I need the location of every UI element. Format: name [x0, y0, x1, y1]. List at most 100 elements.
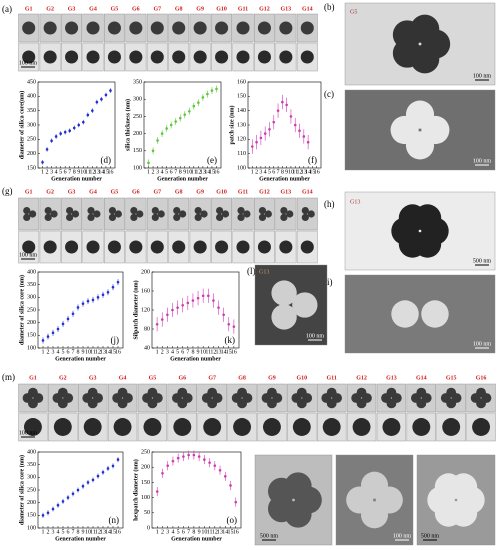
- plot-frame: [143, 81, 222, 169]
- data-point: [187, 109, 191, 113]
- data-point: [222, 313, 225, 317]
- x-tick-label: 13: [301, 169, 307, 175]
- particle: [301, 207, 309, 215]
- data-point: [181, 303, 185, 307]
- x-tick-label: 10: [201, 529, 207, 535]
- micrograph: [18, 197, 40, 231]
- particle: [136, 210, 144, 218]
- x-tick-label: 13: [100, 529, 106, 535]
- y-tick-label: 250: [141, 449, 150, 455]
- data-point: [293, 123, 297, 127]
- x-tick-label: 16: [213, 169, 219, 175]
- x-tick-label: 14: [105, 349, 111, 355]
- x-tick-label: 5: [176, 349, 179, 355]
- data-point: [285, 103, 288, 107]
- x-tick-label: 16: [233, 529, 239, 535]
- particle: [57, 387, 68, 398]
- x-tick-label: 8: [77, 349, 80, 355]
- particle: [207, 387, 218, 398]
- data-point: [46, 511, 50, 515]
- generation-label: G12: [356, 375, 367, 381]
- x-tick-label: 13: [200, 169, 206, 175]
- x-tick-label: 6: [182, 529, 185, 535]
- x-tick-label: 5: [62, 529, 65, 535]
- particle: [405, 100, 435, 129]
- particle: [130, 213, 138, 221]
- y-tick-label: 150: [27, 165, 36, 171]
- x-tick-label: 9: [285, 169, 288, 175]
- data-point: [161, 471, 164, 475]
- micrograph: [48, 412, 78, 442]
- chart-label: (e): [207, 155, 217, 165]
- y-tick-label: 200: [141, 269, 150, 275]
- x-axis-label: Generation number: [171, 536, 222, 542]
- particle: [86, 240, 100, 254]
- generation-label: G11: [238, 6, 248, 12]
- data-point: [66, 496, 70, 499]
- y-tick-label: 250: [27, 487, 36, 493]
- y-tick-label: 300: [27, 295, 36, 301]
- x-tick-label: 4: [55, 169, 58, 175]
- data-point: [147, 161, 150, 165]
- generation-label: G3: [68, 189, 76, 195]
- panel-label: (g): [2, 186, 13, 196]
- scale-label: 100 nm: [19, 430, 38, 436]
- y-tick-label: 300: [27, 475, 36, 481]
- particle: [173, 213, 181, 221]
- data-point: [41, 514, 45, 517]
- particle: [87, 213, 95, 221]
- particle: [53, 418, 72, 436]
- particle: [267, 387, 277, 398]
- particle: [352, 418, 371, 436]
- particle: [87, 207, 95, 215]
- particle: [237, 207, 245, 215]
- x-tick-label: 16: [115, 349, 121, 355]
- x-tick-label: 5: [59, 169, 62, 175]
- data-point: [71, 492, 75, 496]
- particle: [300, 50, 314, 64]
- x-tick-label: 4: [171, 349, 174, 355]
- x-tick-label: 4: [161, 169, 164, 175]
- chart-label: (n): [109, 515, 120, 525]
- particle: [66, 207, 74, 215]
- particle: [279, 21, 293, 35]
- y-axis-label: diameter of silica core(nm): [18, 91, 25, 160]
- data-point: [45, 148, 49, 151]
- y-tick-label: 80: [144, 326, 150, 332]
- x-tick-label: 15: [110, 349, 116, 355]
- x-tick-label: 13: [94, 169, 100, 175]
- x-tick-label: 11: [90, 529, 96, 535]
- chart-label: (o): [227, 515, 238, 525]
- data-point: [263, 132, 267, 135]
- data-point: [174, 120, 178, 123]
- data-point: [56, 327, 60, 331]
- particle: [194, 213, 202, 221]
- data-point: [91, 478, 95, 482]
- chart-label: (f): [308, 155, 317, 165]
- data-point: [276, 109, 280, 112]
- y-tick-label: 40: [144, 345, 150, 351]
- x-tick-label: 7: [187, 529, 190, 535]
- data-point: [111, 285, 115, 289]
- data-point: [116, 280, 120, 284]
- micrograph: [146, 197, 168, 231]
- micrograph: [257, 412, 287, 442]
- y-tick-label: 150: [237, 94, 246, 100]
- data-point: [234, 500, 238, 504]
- x-tick-label: 10: [288, 169, 294, 175]
- x-tick-label: 14: [105, 529, 111, 535]
- x-tick-label: 6: [67, 349, 70, 355]
- data-point: [86, 113, 90, 117]
- particle: [172, 240, 186, 254]
- y-tick-label: 300: [27, 122, 36, 128]
- particle: [130, 207, 138, 215]
- micrograph: [344, 274, 496, 354]
- x-tick-label: 5: [177, 529, 180, 535]
- x-tick-label: 13: [217, 529, 223, 535]
- x-tick-label: 7: [72, 349, 75, 355]
- x-tick-label: 14: [221, 349, 227, 355]
- data-point: [208, 461, 211, 464]
- x-tick-label: 11: [90, 349, 96, 355]
- micrograph: [104, 197, 125, 231]
- data-point: [100, 97, 103, 101]
